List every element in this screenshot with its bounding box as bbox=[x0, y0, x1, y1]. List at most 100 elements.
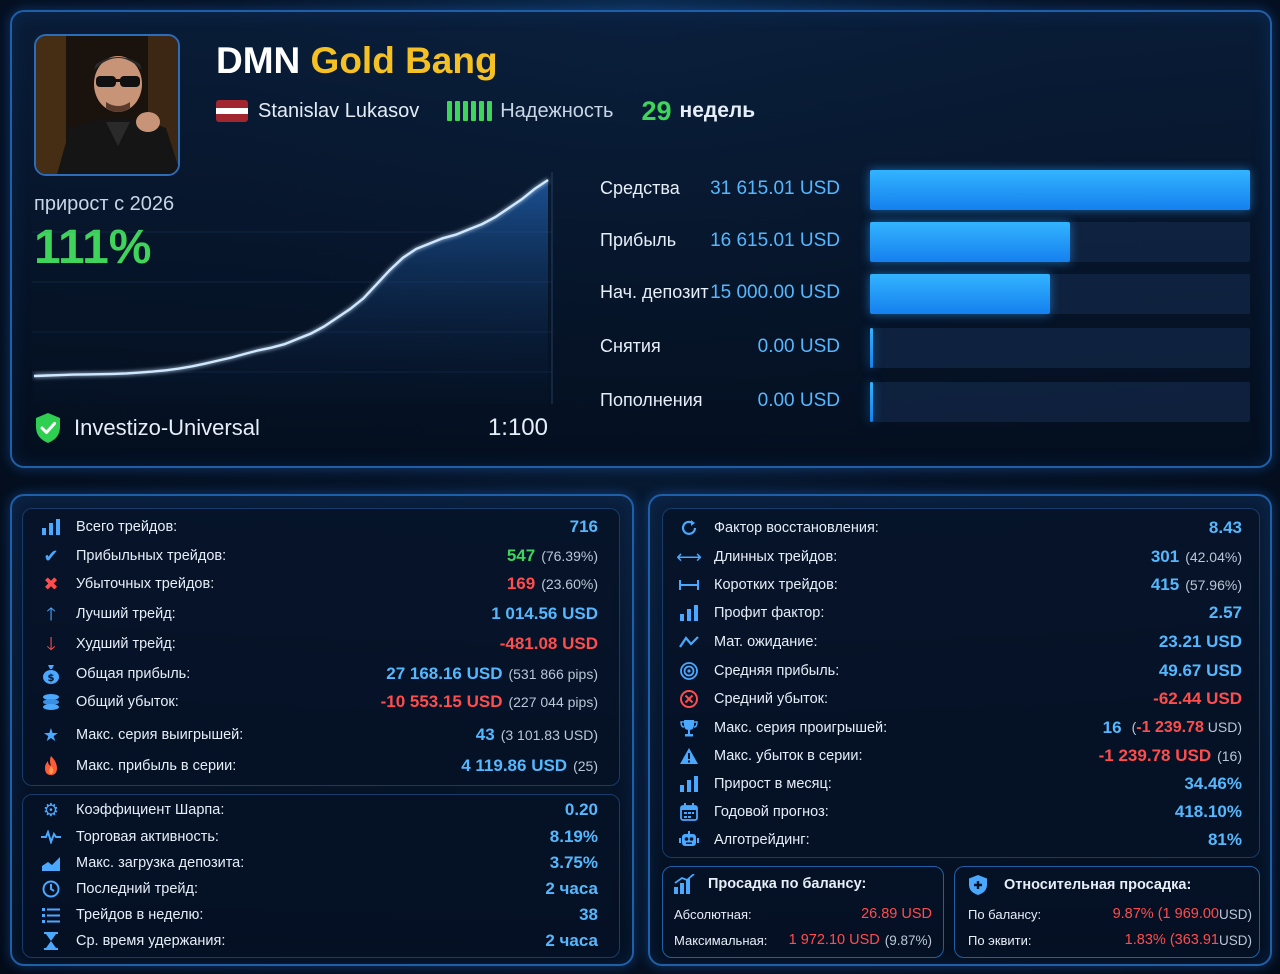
coins-stack-icon bbox=[40, 691, 62, 713]
stat-label: Макс. прибыль в серии: bbox=[76, 758, 237, 774]
stat-label: Средний убыток: bbox=[714, 691, 829, 707]
stat-label: Макс. загрузка депозита: bbox=[76, 855, 245, 871]
flame-icon bbox=[40, 755, 62, 777]
stat-label: Коэффициент Шарпа: bbox=[76, 802, 225, 818]
stat-value: 23.21 USD bbox=[1158, 632, 1242, 651]
stat-label: Общая прибыль: bbox=[76, 666, 191, 682]
stat-max-win-streak: ★ Макс. серия выигрышей: 43 (3 101.83 USD… bbox=[40, 721, 598, 749]
balance-bar-track bbox=[870, 382, 1250, 422]
stat-label: Последний трейд: bbox=[76, 881, 198, 897]
balance-bar-row: Прибыль 16 615.01 USD bbox=[600, 222, 1250, 262]
balance-bar-label: Прибыль bbox=[600, 230, 677, 250]
stat-hold-time: Ср. время удержания: 2 часа bbox=[40, 927, 598, 955]
stat-value: 27 168.16 USD bbox=[386, 664, 503, 683]
stat-sub: (42.04%) bbox=[1185, 549, 1242, 565]
weeks-label: недель bbox=[679, 99, 756, 122]
drawdown-relative-title: Относительная просадка: bbox=[968, 874, 1191, 896]
balance-bar-fill bbox=[870, 328, 873, 368]
robot-icon bbox=[678, 829, 700, 851]
stat-value: 43 bbox=[475, 725, 495, 744]
balance-bar-row: Снятия 0.00 USD bbox=[600, 328, 1250, 368]
stat-value: 547 bbox=[506, 546, 536, 565]
equity-line bbox=[33, 179, 549, 378]
stat-value: 2 часа bbox=[545, 879, 598, 898]
drawdown-max-row: Максимальная: 1 972.10 USD (9.87%) bbox=[674, 932, 932, 948]
header-subline: Stanislav Lukasov Надежность 29 недель bbox=[216, 96, 755, 126]
weeks-value: 29 bbox=[641, 95, 672, 126]
growth-value: 111% bbox=[34, 221, 152, 274]
reliability-bars-icon bbox=[447, 101, 493, 121]
area-chart-icon bbox=[40, 852, 62, 874]
stat-sub: (57.96%) bbox=[1185, 577, 1242, 593]
stat-label: Алготрейдинг: bbox=[714, 832, 810, 848]
trophy-icon bbox=[678, 717, 700, 739]
stat-value: 716 bbox=[569, 517, 598, 536]
drawdown-eq-row: По эквити: 1.83% (363.91 USD) bbox=[968, 932, 1252, 948]
stat-value: 8.19% bbox=[549, 827, 598, 846]
balance-bar-track bbox=[870, 328, 1250, 368]
balance-bar-track bbox=[870, 222, 1250, 262]
stat-long: ⟷ Длинных трейдов: 301 (42.04%) bbox=[676, 543, 1242, 571]
stat-label: Худший трейд: bbox=[76, 636, 176, 652]
shield-plus-icon bbox=[968, 874, 988, 896]
stat-label: Всего трейдов: bbox=[76, 519, 178, 535]
stats-left-sub1 bbox=[22, 508, 620, 786]
stat-value: 418.10% bbox=[1174, 802, 1242, 821]
calendar-icon bbox=[678, 801, 700, 823]
stat-sub: (3 101.83 USD) bbox=[500, 727, 598, 743]
stat-label: Профит фактор: bbox=[714, 605, 825, 621]
stat-label: Макс. убыток в серии: bbox=[714, 748, 863, 764]
warning-icon bbox=[678, 745, 700, 767]
balance-bar-fill bbox=[870, 170, 1250, 210]
stat-yearly: Годовой прогноз: 418.10% bbox=[678, 798, 1242, 826]
stat-sub: (227 044 pips) bbox=[508, 694, 598, 710]
balance-bar-value: 16 615.01 USD bbox=[710, 230, 840, 251]
stat-label: Торговая активность: bbox=[76, 829, 219, 845]
stat-value: -481.08 USD bbox=[499, 634, 598, 653]
equity-chart bbox=[32, 172, 553, 404]
gear-icon: ⚙ bbox=[42, 800, 60, 820]
stat-value: 81% bbox=[1207, 830, 1242, 849]
star-icon: ★ bbox=[42, 725, 60, 745]
stat-sub: (531 866 pips) bbox=[508, 666, 598, 682]
stat-value: 49.67 USD bbox=[1158, 661, 1242, 680]
stat-max-load: Макс. загрузка депозита: 3.75% bbox=[40, 849, 598, 877]
stat-value: 169 bbox=[506, 574, 536, 593]
balance-bar-label: Пополнения bbox=[600, 390, 703, 410]
drawdown-bal-row: По балансу: 9.87% (1 969.00 USD) bbox=[968, 906, 1252, 922]
stat-trades-week: Трейдов в неделю: 38 bbox=[40, 901, 598, 929]
stat-activity: Торговая активность: 8.19% bbox=[40, 823, 598, 851]
stats-right-sub bbox=[662, 508, 1260, 858]
checkmark-icon: ✔ bbox=[43, 546, 59, 566]
stat-sub: (16) bbox=[1217, 748, 1242, 764]
stat-label: Ср. время удержания: bbox=[76, 933, 226, 949]
list-icon bbox=[40, 904, 62, 926]
stat-sharpe: ⚙ Коэффициент Шарпа: 0.20 bbox=[40, 796, 598, 824]
stat-value: 1 014.56 USD bbox=[491, 604, 598, 623]
stat-label: Прирост в месяц: bbox=[714, 776, 832, 792]
stat-max-loss-streak: Макс. серия проигрышей: 16 (-1 239.78 USD… bbox=[678, 714, 1242, 742]
stat-value: 0.20 bbox=[564, 800, 598, 819]
refresh-icon bbox=[678, 517, 700, 539]
stat-profit-factor: Профит фактор: 2.57 bbox=[678, 599, 1242, 627]
stat-monthly: Прирост в месяц: 34.46% bbox=[678, 770, 1242, 798]
bar-chart-icon bbox=[678, 773, 700, 795]
page-title: DMN Gold Bang bbox=[216, 40, 498, 81]
bar-chart-icon bbox=[40, 516, 62, 538]
balance-bar-row: Средства 31 615.01 USD bbox=[600, 170, 1250, 210]
balance-bar-label: Нач. депозит bbox=[600, 282, 709, 302]
stat-max-streak-loss: Макс. убыток в серии: -1 239.78 USD (16) bbox=[678, 742, 1242, 770]
drawdown-balance-box bbox=[662, 866, 944, 958]
drawdown-balance-title: Просадка по балансу: bbox=[674, 874, 866, 894]
stat-sub: (23.60%) bbox=[541, 576, 598, 592]
stat-label: Фактор восстановления: bbox=[714, 520, 879, 536]
stat-value: 8.43 bbox=[1208, 518, 1242, 537]
balance-bar-value: 0.00 USD bbox=[757, 336, 840, 357]
balance-bar-value: 15 000.00 USD bbox=[710, 282, 840, 303]
stat-worst-trade: 🡓 Худший трейд: -481.08 USD bbox=[40, 630, 598, 658]
balance-bar-row: Пополнения 0.00 USD bbox=[600, 382, 1250, 422]
stat-value: 3.75% bbox=[549, 853, 598, 872]
stat-label: Мат. ожидание: bbox=[714, 634, 818, 650]
balance-bar-value: 0.00 USD bbox=[757, 390, 840, 411]
stat-value: -10 553.15 USD bbox=[380, 692, 503, 711]
